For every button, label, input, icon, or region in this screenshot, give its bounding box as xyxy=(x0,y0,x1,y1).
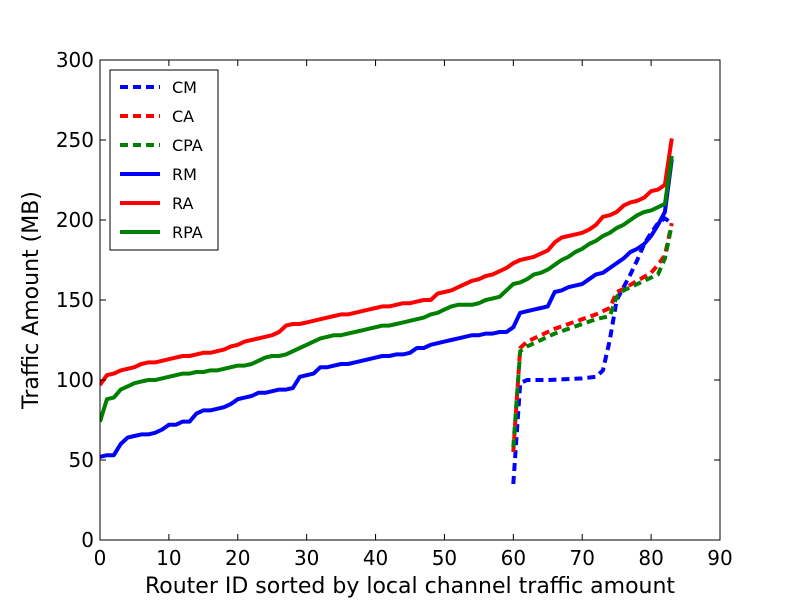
legend-label-cm: CM xyxy=(172,78,197,97)
legend-label-cpa: CPA xyxy=(172,136,203,155)
series-line-cm xyxy=(511,216,673,485)
x-tick-label: 70 xyxy=(569,546,594,570)
series-line-rm xyxy=(100,158,674,459)
x-tick-label: 60 xyxy=(501,546,526,570)
series-line-rpa xyxy=(100,155,674,423)
y-tick-label: 100 xyxy=(56,368,94,392)
legend-label-ca: CA xyxy=(172,107,194,126)
legend: CM CA CPA RM RA RPA xyxy=(109,69,219,251)
y-tick-label: 250 xyxy=(56,128,94,152)
legend-box xyxy=(109,69,219,251)
series-layer xyxy=(100,138,674,485)
x-tick-label: 0 xyxy=(94,546,107,570)
y-tick-label: 50 xyxy=(69,448,94,472)
x-tick-label: 50 xyxy=(432,546,457,570)
ticks-layer: 0 10 20 30 40 50 60 70 80 90 0 50 100 150 200 250 300 xyxy=(56,48,733,570)
y-tick-label: 150 xyxy=(56,288,94,312)
x-axis-label: Router ID sorted by local channel traffi… xyxy=(145,574,675,599)
series-line-ca xyxy=(511,222,674,453)
x-tick-label: 10 xyxy=(156,546,181,570)
y-tick-label: 0 xyxy=(81,528,94,552)
x-tick-label: 30 xyxy=(294,546,319,570)
x-tick-label: 80 xyxy=(638,546,663,570)
y-tick-label: 200 xyxy=(56,208,94,232)
x-tick-label: 20 xyxy=(225,546,250,570)
y-axis-label: Traffic Amount (MB) xyxy=(19,191,44,410)
series-line-cpa xyxy=(511,224,674,448)
x-tick-label: 40 xyxy=(363,546,388,570)
legend-label-rpa: RPA xyxy=(172,223,203,242)
x-tick-label: 90 xyxy=(707,546,732,570)
series-line-ra xyxy=(100,138,674,386)
y-tick-label: 300 xyxy=(56,48,94,72)
legend-label-rm: RM xyxy=(172,165,197,184)
legend-label-ra: RA xyxy=(172,194,193,213)
